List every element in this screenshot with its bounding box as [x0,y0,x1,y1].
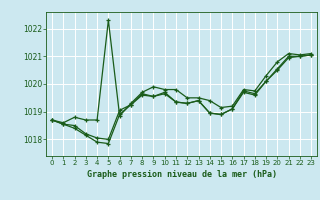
X-axis label: Graphe pression niveau de la mer (hPa): Graphe pression niveau de la mer (hPa) [87,170,276,179]
